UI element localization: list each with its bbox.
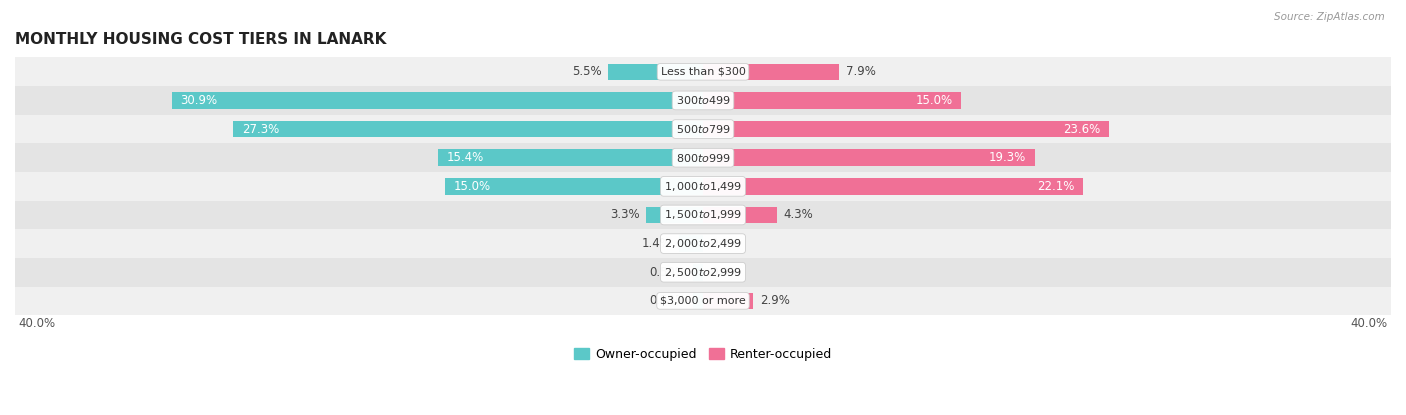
Legend: Owner-occupied, Renter-occupied: Owner-occupied, Renter-occupied — [568, 343, 838, 366]
Text: $800 to $999: $800 to $999 — [675, 152, 731, 164]
Text: Less than $300: Less than $300 — [661, 67, 745, 77]
Text: $500 to $799: $500 to $799 — [675, 123, 731, 135]
Text: 0.59%: 0.59% — [648, 266, 686, 279]
Bar — [233, 121, 703, 137]
Bar — [439, 149, 703, 166]
Text: 3.3%: 3.3% — [610, 208, 640, 222]
Bar — [703, 92, 960, 109]
Text: 5.5%: 5.5% — [572, 65, 602, 78]
Text: 23.6%: 23.6% — [1063, 122, 1101, 136]
Bar — [693, 264, 703, 281]
Text: 30.9%: 30.9% — [180, 94, 218, 107]
Bar — [609, 63, 703, 80]
Bar — [679, 235, 703, 252]
Bar — [15, 258, 1391, 287]
Text: Source: ZipAtlas.com: Source: ZipAtlas.com — [1274, 12, 1385, 22]
Bar — [172, 92, 703, 109]
Bar — [446, 178, 703, 195]
Bar — [703, 63, 839, 80]
Text: 22.1%: 22.1% — [1038, 180, 1074, 193]
Text: 2.9%: 2.9% — [759, 294, 790, 308]
Bar — [15, 229, 1391, 258]
Text: $3,000 or more: $3,000 or more — [661, 296, 745, 306]
Text: 7.9%: 7.9% — [846, 65, 876, 78]
Text: 15.0%: 15.0% — [915, 94, 952, 107]
Text: $1,500 to $1,999: $1,500 to $1,999 — [664, 208, 742, 222]
Text: 40.0%: 40.0% — [18, 317, 56, 330]
Text: $1,000 to $1,499: $1,000 to $1,499 — [664, 180, 742, 193]
Bar — [703, 121, 1109, 137]
Bar — [15, 58, 1391, 86]
Bar — [15, 115, 1391, 144]
Text: 40.0%: 40.0% — [1350, 317, 1388, 330]
Text: MONTHLY HOUSING COST TIERS IN LANARK: MONTHLY HOUSING COST TIERS IN LANARK — [15, 32, 387, 46]
Text: 4.3%: 4.3% — [783, 208, 814, 222]
Bar — [15, 172, 1391, 201]
Text: 0.0%: 0.0% — [710, 266, 740, 279]
Bar — [15, 287, 1391, 315]
Bar — [15, 144, 1391, 172]
Text: 27.3%: 27.3% — [242, 122, 280, 136]
Bar — [693, 293, 703, 309]
Bar — [703, 207, 778, 223]
Text: 15.4%: 15.4% — [447, 151, 484, 164]
Text: $300 to $499: $300 to $499 — [675, 95, 731, 106]
Text: 0.59%: 0.59% — [648, 294, 686, 308]
Text: 15.0%: 15.0% — [454, 180, 491, 193]
Text: 19.3%: 19.3% — [988, 151, 1026, 164]
Text: $2,000 to $2,499: $2,000 to $2,499 — [664, 237, 742, 250]
Bar — [647, 207, 703, 223]
Bar — [15, 201, 1391, 229]
Bar — [15, 86, 1391, 115]
Text: 0.0%: 0.0% — [710, 237, 740, 250]
Bar — [703, 178, 1083, 195]
Text: $2,500 to $2,999: $2,500 to $2,999 — [664, 266, 742, 279]
Text: 1.4%: 1.4% — [643, 237, 672, 250]
Bar — [703, 149, 1035, 166]
Bar — [703, 293, 752, 309]
